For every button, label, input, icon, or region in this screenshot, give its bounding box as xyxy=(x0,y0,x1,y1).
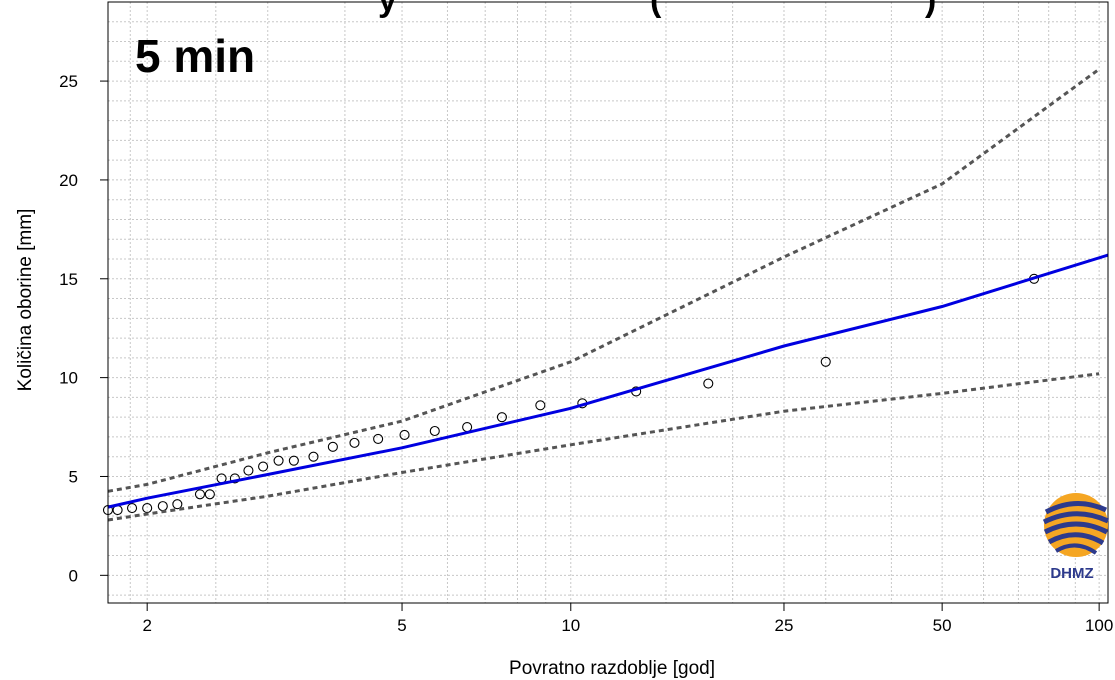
x-tick-label: 50 xyxy=(933,616,952,635)
data-point xyxy=(429,425,440,437)
data-point xyxy=(229,473,240,484)
data-point xyxy=(204,489,215,500)
y-tick-label: 0 xyxy=(69,566,78,585)
data-point xyxy=(288,455,299,466)
data-point xyxy=(462,421,473,433)
data-point xyxy=(327,441,338,452)
data-point xyxy=(194,489,206,500)
fit-line xyxy=(107,253,1109,509)
x-tick-label: 5 xyxy=(397,616,406,635)
y-tick-label: 15 xyxy=(59,270,78,289)
data-point xyxy=(258,461,269,472)
chart-title-fragment-end: ) xyxy=(925,0,936,19)
x-tick-label: 100 xyxy=(1085,616,1113,635)
data-point xyxy=(535,400,546,411)
plot-series xyxy=(102,67,1109,522)
data-point xyxy=(308,451,319,462)
data-point xyxy=(126,503,138,514)
y-axis-title: Količina oborine [mm] xyxy=(15,209,36,392)
chart-title-fragment-left: y xyxy=(378,0,397,19)
data-point xyxy=(273,455,284,466)
chart-title-fragment-right: ( xyxy=(650,0,662,19)
y-tick-label: 25 xyxy=(59,72,78,91)
data-point xyxy=(496,412,507,423)
data-point xyxy=(349,437,360,448)
data-point xyxy=(399,429,410,441)
x-tick-label: 25 xyxy=(775,616,794,635)
dhmz-logo-text: DHMZ xyxy=(1050,565,1093,582)
y-tick-label: 10 xyxy=(59,369,78,388)
x-tick-label: 2 xyxy=(142,616,151,635)
x-tick-label: 10 xyxy=(561,616,580,635)
y-tick-label: 20 xyxy=(59,171,78,190)
duration-label: 5 min xyxy=(135,30,255,82)
lower-confidence-line xyxy=(107,372,1100,522)
x-axis-title: Povratno razdoblje [god] xyxy=(509,658,715,679)
data-point xyxy=(172,499,183,510)
plot-frame xyxy=(107,1,1109,604)
upper-confidence-line xyxy=(107,67,1100,493)
data-point xyxy=(703,378,714,389)
dhmz-logo: DHMZ xyxy=(1042,493,1110,582)
data-point xyxy=(243,465,254,476)
data-point xyxy=(157,501,168,512)
dhmz-logo-globe xyxy=(1042,493,1110,557)
data-point xyxy=(373,433,384,444)
data-point xyxy=(820,356,831,367)
y-tick-label: 5 xyxy=(69,467,78,486)
